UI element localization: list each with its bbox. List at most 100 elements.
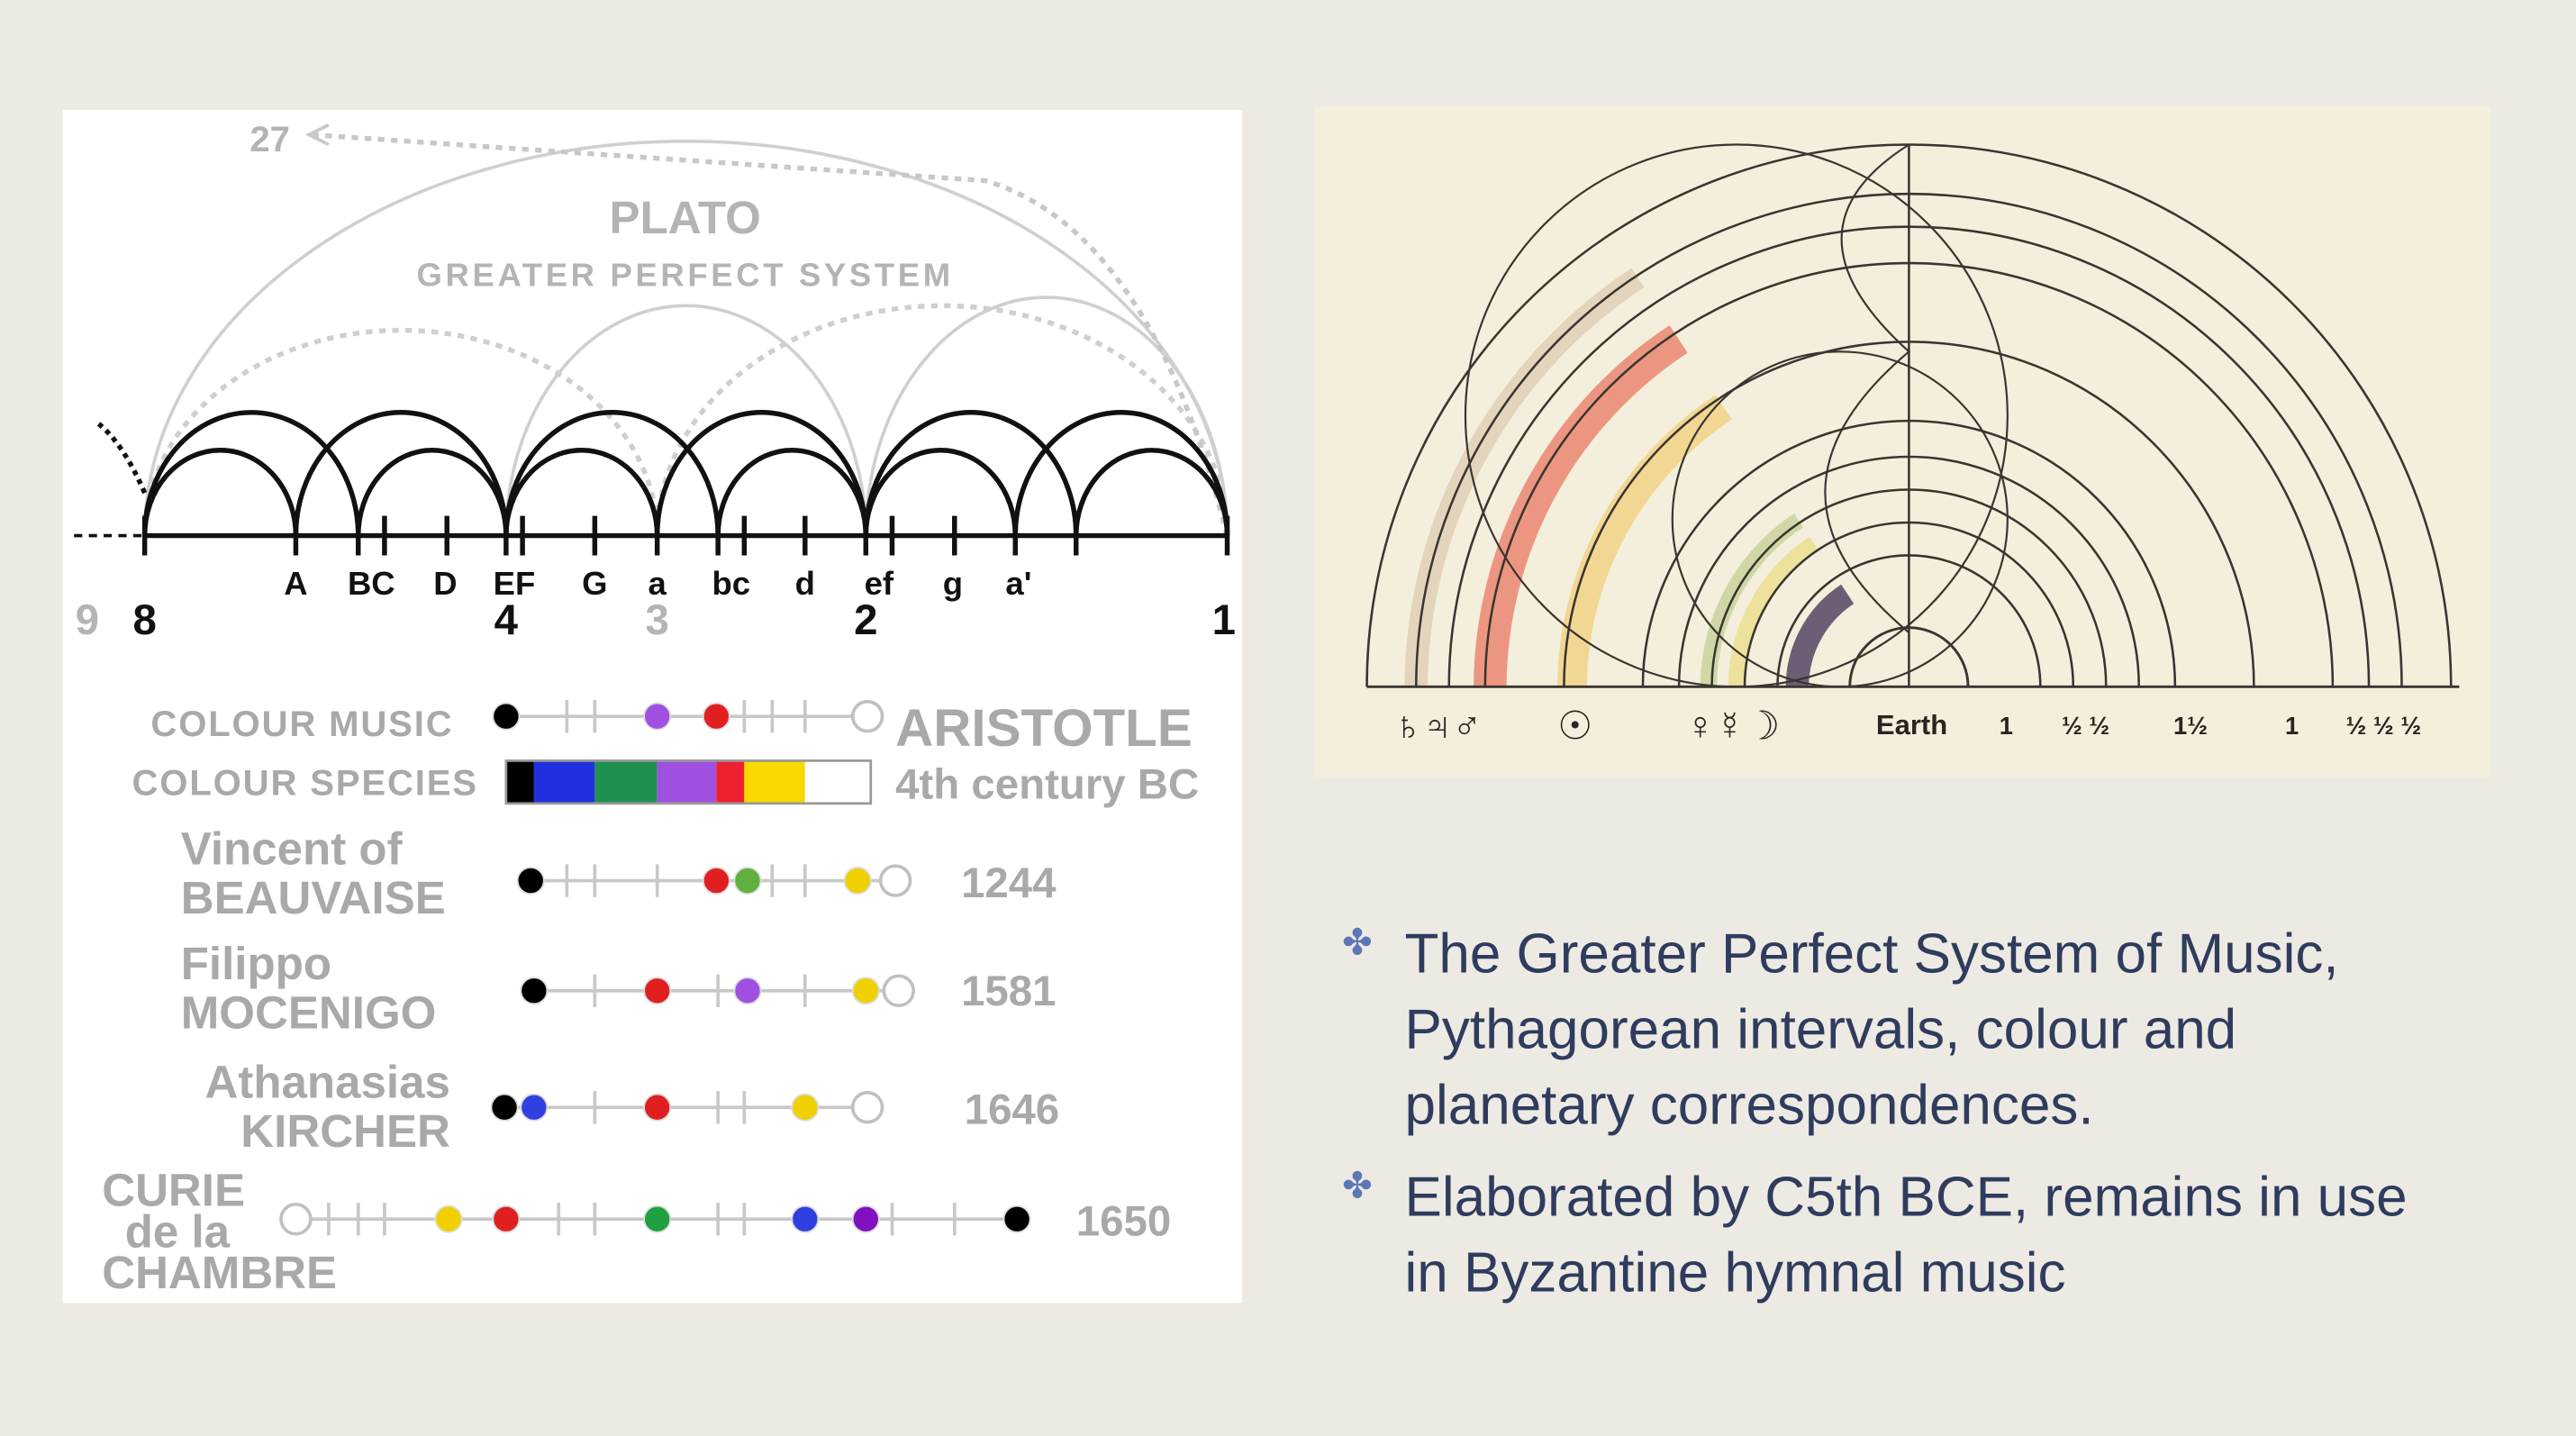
colour-dot xyxy=(850,699,884,733)
arc xyxy=(654,410,869,536)
ratio-label: 9 xyxy=(76,596,99,644)
colour-dot xyxy=(279,1203,313,1236)
row-label: CHAMBRE xyxy=(102,1247,337,1298)
note-label: ef xyxy=(865,565,894,602)
colour-band xyxy=(1700,514,1804,687)
colour-dot xyxy=(643,1093,672,1122)
row-label: Vincent of xyxy=(181,823,404,874)
colour-dot xyxy=(434,1204,463,1233)
colour-dot xyxy=(643,1204,672,1233)
ratio-label: 8 xyxy=(132,596,156,644)
colour-dot xyxy=(516,867,545,895)
colour-dot xyxy=(643,977,672,1005)
row-label: KIRCHER xyxy=(240,1105,450,1157)
colour-dot xyxy=(1002,1204,1031,1233)
colour-species-segment xyxy=(505,760,534,804)
note-label: g xyxy=(943,565,963,602)
bullet-marker: ✤ xyxy=(1342,1166,1373,1206)
colour-species-segment xyxy=(594,760,658,804)
colour-dot xyxy=(850,1091,884,1124)
colour-species-segment xyxy=(716,760,745,804)
row-label: BEAUVAISE xyxy=(181,872,446,923)
arrow-head xyxy=(304,123,330,147)
row-right-text: ARISTOTLE xyxy=(895,699,1193,758)
note-label: bc xyxy=(712,565,750,602)
colour-dot xyxy=(733,867,762,895)
arc xyxy=(141,448,299,536)
top-label: 27 xyxy=(249,119,290,159)
arc xyxy=(293,410,509,536)
colour-dot xyxy=(851,1204,880,1233)
colour-dot xyxy=(702,867,730,895)
bullet-text: Pythagorean intervals, colour and xyxy=(1404,999,2236,1061)
note-label: A xyxy=(284,565,307,602)
bullet-text: planetary correspondences. xyxy=(1404,1074,2093,1136)
colour-species-segment xyxy=(804,760,871,804)
diagram-subtitle: GREATER PERFECT SYSTEM xyxy=(417,256,954,293)
row-right-text: 1646 xyxy=(965,1086,1059,1133)
colour-dot xyxy=(878,864,912,897)
bullet-text: The Greater Perfect System of Music, xyxy=(1404,923,2338,986)
orbit-label: ½ ½ ½ xyxy=(2346,712,2422,740)
orbit-label: Earth xyxy=(1876,709,1947,741)
row-label: Athanasias xyxy=(205,1056,450,1107)
note-label: EF xyxy=(494,565,536,602)
right-diagram-panel xyxy=(1314,106,2491,777)
row-right-text: 1650 xyxy=(1076,1197,1171,1245)
arc xyxy=(1073,448,1230,536)
arc xyxy=(863,410,1079,536)
ratio-label: 4 xyxy=(494,596,519,644)
orbit-label: 1 xyxy=(2285,712,2299,740)
arc xyxy=(1012,410,1230,536)
colour-dot xyxy=(520,1093,549,1122)
arc xyxy=(863,448,1018,536)
planet-symbols: ♀☿☽ xyxy=(1685,704,1780,749)
colour-band xyxy=(1785,584,1855,687)
arc xyxy=(715,448,869,536)
row-right-text: 4th century BC xyxy=(895,760,1199,808)
ratio-label: 3 xyxy=(645,596,668,644)
colour-species-segment xyxy=(744,760,805,804)
orbit-label: 1½ xyxy=(2173,712,2208,740)
colour-dot xyxy=(733,977,762,1005)
arc xyxy=(503,448,660,536)
colour-species-frame xyxy=(504,759,873,805)
colour-dot xyxy=(702,702,730,731)
dotted-arc xyxy=(96,422,148,495)
row-label: MOCENIGO xyxy=(181,987,437,1039)
colour-band xyxy=(1557,395,1732,687)
colour-dot xyxy=(882,974,915,1007)
arc xyxy=(864,295,1229,536)
arc xyxy=(141,327,660,536)
bullet-text: Elaborated by C5th BCE, remains in use xyxy=(1404,1167,2407,1229)
row-label: CURIE xyxy=(102,1165,245,1216)
diagram-title: PLATO xyxy=(610,192,761,243)
bullet-marker: ✤ xyxy=(1342,922,1373,963)
row-label: de la xyxy=(125,1205,231,1257)
colour-dot xyxy=(492,702,521,731)
colour-dot xyxy=(520,977,549,1005)
colour-band xyxy=(1728,536,1819,687)
bullet-text: in Byzantine hymnal music xyxy=(1404,1242,2065,1304)
arc xyxy=(141,410,361,536)
row-right-text: 1581 xyxy=(961,968,1056,1015)
row-label: COLOUR SPECIES xyxy=(132,763,478,804)
orbit-label: ½ ½ xyxy=(2062,712,2109,740)
colour-dot xyxy=(643,702,672,731)
arc xyxy=(504,304,868,536)
row-right-text: 1244 xyxy=(961,859,1057,907)
row-label: Filippo xyxy=(181,938,331,989)
orbit-label: 1 xyxy=(2000,712,2013,740)
colour-dot xyxy=(843,867,872,895)
note-label: a xyxy=(649,565,667,602)
bullet-list: ✤ The Greater Perfect System of Music, Pyt… xyxy=(1342,922,2407,1304)
colour-dot xyxy=(492,1204,521,1233)
dashed-arrow xyxy=(312,132,1230,537)
ratio-label: 2 xyxy=(854,596,877,644)
note-label: D xyxy=(433,565,457,602)
planet-symbols: ♄♃♂ xyxy=(1393,704,1482,749)
colour-dot xyxy=(851,977,880,1005)
